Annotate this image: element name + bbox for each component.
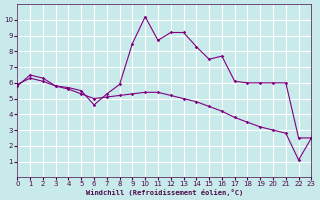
X-axis label: Windchill (Refroidissement éolien,°C): Windchill (Refroidissement éolien,°C) bbox=[86, 189, 243, 196]
